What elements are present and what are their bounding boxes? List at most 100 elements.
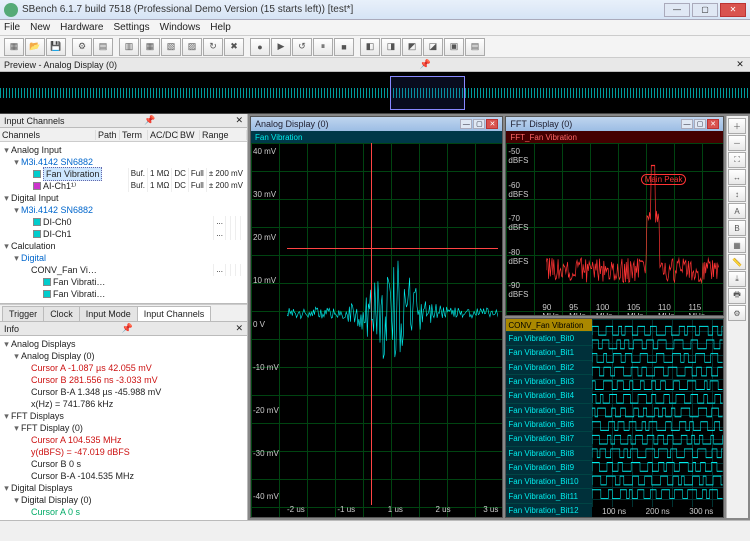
info-pin-icon[interactable]: 📌 <box>122 323 133 334</box>
channels-tree[interactable]: ▾Analog Input▾M3i.4142 SN6882Fan Vibrati… <box>0 142 247 302</box>
digital-row-label[interactable]: Fan Vibration_Bit8 <box>506 446 592 460</box>
tb-loop-icon[interactable]: ↺ <box>292 38 312 56</box>
tb-display1-icon[interactable]: ▥ <box>119 38 139 56</box>
tab-inputchannels[interactable]: Input Channels <box>137 306 212 321</box>
info-row[interactable]: ▾Analog Display (0) <box>2 350 245 362</box>
info-row[interactable]: Cursor B-A 1.348 µs -45.988 mV <box>2 386 245 398</box>
channel-row[interactable]: DI-Ch1... <box>2 228 245 240</box>
menu-hardware[interactable]: Hardware <box>60 22 103 33</box>
menu-windows[interactable]: Windows <box>160 22 201 33</box>
st-meas-icon[interactable]: 📏 <box>728 254 746 270</box>
digital-row-label[interactable]: Fan Vibration_Bit12 <box>506 503 592 517</box>
info-row[interactable]: Cursor B-A -104.535 MHz <box>2 470 245 482</box>
info-row[interactable]: ▾Digital Displays <box>2 482 245 494</box>
close-button[interactable]: ✕ <box>720 3 746 17</box>
digital-row-label[interactable]: Fan Vibration_Bit2 <box>506 360 592 374</box>
menu-new[interactable]: New <box>30 22 50 33</box>
channels-pin-icon[interactable]: 📌 <box>144 115 155 126</box>
tab-clock[interactable]: Clock <box>43 306 80 321</box>
channel-row[interactable]: AI-Ch1¹⁾Buf.1 MΩDCFull± 200 mV <box>2 180 245 192</box>
preview-pin-icon[interactable]: 📌 <box>420 59 432 70</box>
col-channels[interactable]: Channels <box>0 130 96 140</box>
channel-row[interactable]: CONV_Fan Vi…... <box>2 264 245 276</box>
info-row[interactable]: ▾Digital Display (0) <box>2 494 245 506</box>
info-close-icon[interactable]: ✕ <box>235 323 243 334</box>
col-path[interactable]: Path <box>96 130 120 140</box>
tb-stop2-icon[interactable]: ✖ <box>224 38 244 56</box>
channel-row[interactable]: ▾M3i.4142 SN6882 <box>2 156 245 168</box>
fft-min-button[interactable]: — <box>681 119 693 129</box>
channel-row[interactable]: Fan Vibrati… <box>2 288 245 300</box>
fft-max-button[interactable]: ▢ <box>694 119 706 129</box>
digital-row-label[interactable]: Fan Vibration_Bit7 <box>506 431 592 445</box>
info-row[interactable]: Cursor A 104.535 MHz <box>2 434 245 446</box>
channel-row[interactable]: ▾Calculation <box>2 240 245 252</box>
digital-row-label[interactable]: Fan Vibration_Bit5 <box>506 403 592 417</box>
tb-pause-icon[interactable]: ⏸ <box>313 38 333 56</box>
st-zoom-y-icon[interactable]: ↕ <box>728 186 746 202</box>
st-cur-a-icon[interactable]: A <box>728 203 746 219</box>
st-export-icon[interactable]: ⤓ <box>728 271 746 287</box>
info-row[interactable]: ▾FFT Displays <box>2 410 245 422</box>
st-opt-icon[interactable]: ⚙ <box>728 305 746 321</box>
minimize-button[interactable]: — <box>664 3 690 17</box>
analog-cursor-a-h[interactable] <box>287 248 498 249</box>
menu-settings[interactable]: Settings <box>114 22 150 33</box>
info-row[interactable]: Cursor A 0 s <box>2 506 245 518</box>
fft-chart[interactable]: -50 dBFS-60 dBFS-70 dBFS-80 dBFS-90 dBFS… <box>506 143 723 315</box>
st-cur-b-icon[interactable]: B <box>728 220 746 236</box>
tb-stop-icon[interactable]: ■ <box>334 38 354 56</box>
tb-hw-icon[interactable]: ▤ <box>93 38 113 56</box>
channel-row[interactable]: Fan VibrationBuf.1 MΩDCFull± 200 mV <box>2 168 245 180</box>
st-zoom-fit-icon[interactable]: ⛶ <box>728 152 746 168</box>
channel-row[interactable]: Fan Vibrati… <box>2 276 245 288</box>
analog-titlebar[interactable]: Analog Display (0) — ▢ ✕ <box>251 117 502 131</box>
info-row[interactable]: y(dBFS) = -47.019 dBFS <box>2 446 245 458</box>
preview-selection[interactable] <box>390 76 465 110</box>
channel-row[interactable]: ▾Analog Input <box>2 144 245 156</box>
fft-close-button[interactable]: ✕ <box>707 119 719 129</box>
preview-strip[interactable] <box>0 72 750 114</box>
tb-m6-icon[interactable]: ▤ <box>465 38 485 56</box>
channel-row[interactable]: ▾Digital Input <box>2 192 245 204</box>
st-zoom-out-icon[interactable]: － <box>728 135 746 151</box>
col-term[interactable]: Term <box>120 130 148 140</box>
st-zoom-in-icon[interactable]: ＋ <box>728 118 746 134</box>
tb-display2-icon[interactable]: ▦ <box>140 38 160 56</box>
info-row[interactable]: x(Hz) = 741.786 kHz <box>2 398 245 410</box>
info-row[interactable]: Cursor B 0 s <box>2 518 245 520</box>
tb-m2-icon[interactable]: ◨ <box>381 38 401 56</box>
channel-row[interactable]: ▾M3i.4142 SN6882 <box>2 204 245 216</box>
tb-play-icon[interactable]: ▶ <box>271 38 291 56</box>
st-grid-icon[interactable]: ▦ <box>728 237 746 253</box>
tb-new-icon[interactable]: ▦ <box>4 38 24 56</box>
st-print-icon[interactable]: 🖶 <box>728 288 746 304</box>
digital-row-label[interactable]: Fan Vibration_Bit1 <box>506 345 592 359</box>
menu-help[interactable]: Help <box>210 22 231 33</box>
digital-row-label[interactable]: Fan Vibration_Bit11 <box>506 488 592 502</box>
preview-close-icon[interactable]: ✕ <box>734 59 746 70</box>
col-acdc[interactable]: AC/DC <box>148 130 178 140</box>
tb-m1-icon[interactable]: ◧ <box>360 38 380 56</box>
analog-min-button[interactable]: — <box>460 119 472 129</box>
digital-row-label[interactable]: Fan Vibration_Bit0 <box>506 331 592 345</box>
channel-row[interactable]: DI-Ch0... <box>2 216 245 228</box>
digital-row-label[interactable]: Fan Vibration_Bit3 <box>506 374 592 388</box>
tb-display3-icon[interactable]: ▧ <box>161 38 181 56</box>
digital-row-label[interactable]: Fan Vibration_Bit10 <box>506 474 592 488</box>
info-row[interactable]: Cursor A -1.087 µs 42.055 mV <box>2 362 245 374</box>
digital-row-label[interactable]: Fan Vibration_Bit4 <box>506 388 592 402</box>
info-row[interactable]: Cursor B 281.556 ns -3.033 mV <box>2 374 245 386</box>
channels-close-icon[interactable]: ✕ <box>235 115 243 126</box>
tb-refresh-icon[interactable]: ↻ <box>203 38 223 56</box>
channel-row[interactable]: ▾Digital <box>2 252 245 264</box>
tb-rec-icon[interactable]: ● <box>250 38 270 56</box>
analog-chart[interactable]: 40 mV30 mV20 mV10 mV0 V-10 mV-20 mV-30 m… <box>251 143 502 517</box>
info-row[interactable]: ▾Analog Displays <box>2 338 245 350</box>
info-row[interactable]: ▾FFT Display (0) <box>2 422 245 434</box>
tb-save-icon[interactable]: 💾 <box>46 38 66 56</box>
menu-file[interactable]: File <box>4 22 20 33</box>
col-range[interactable]: Range <box>200 130 247 140</box>
analog-close-button[interactable]: ✕ <box>486 119 498 129</box>
tb-m4-icon[interactable]: ◪ <box>423 38 443 56</box>
